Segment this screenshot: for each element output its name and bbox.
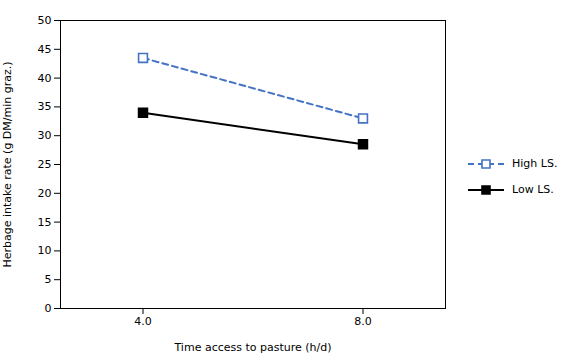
svg-text:15: 15 — [38, 216, 52, 229]
html-text:High LS.: High LS. — [512, 157, 558, 170]
svg-text:4.0: 4.0 — [134, 315, 152, 328]
svg-text:20: 20 — [38, 187, 52, 200]
svg-text:8.0: 8.0 — [354, 315, 372, 328]
svg-text:Herbage intake rate (g DM/min: Herbage intake rate (g DM/min graz.) — [1, 61, 14, 267]
svg-text:10: 10 — [38, 244, 52, 257]
svg-text:50: 50 — [38, 14, 52, 27]
svg-text:35: 35 — [38, 100, 52, 113]
svg-text:5: 5 — [45, 273, 52, 286]
svg-text:0: 0 — [45, 302, 52, 315]
svg-text:30: 30 — [38, 129, 52, 142]
svg-text:45: 45 — [38, 43, 52, 56]
svg-text:40: 40 — [38, 72, 52, 85]
svg-text:Time access to pasture (h/d): Time access to pasture (h/d) — [173, 341, 331, 353]
svg-text:25: 25 — [38, 158, 52, 171]
html-text:Low LS.: Low LS. — [512, 183, 554, 196]
